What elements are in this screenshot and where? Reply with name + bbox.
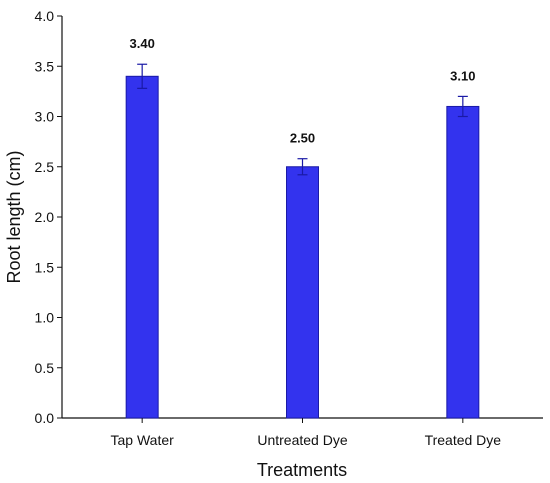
y-tick-label: 2.5	[35, 159, 55, 175]
y-tick-label: 2.0	[35, 209, 55, 225]
data-label: 3.40	[130, 36, 155, 51]
x-axis-title: Treatments	[257, 460, 347, 480]
y-ticks: 0.0 0.5 1.0 1.5 2.0 2.5 3.0 3.5 4.0	[35, 8, 62, 426]
y-tick-label: 1.0	[35, 310, 55, 326]
y-tick-label: 1.5	[35, 259, 55, 275]
x-tick-label: Untreated Dye	[257, 432, 347, 448]
x-ticks: Tap Water Untreated Dye Treated Dye	[111, 418, 502, 448]
y-tick-label: 3.5	[35, 58, 55, 74]
data-label: 2.50	[290, 131, 315, 146]
x-tick-label: Treated Dye	[425, 432, 502, 448]
bar	[446, 105, 480, 419]
x-tick-label: Tap Water	[111, 432, 175, 448]
bar	[125, 75, 159, 419]
plot-area: 0.0 0.5 1.0 1.5 2.0 2.5 3.0 3.5 4.0 3.40 2.50 3.10…	[35, 8, 543, 448]
data-label: 3.10	[450, 68, 475, 83]
bars: 3.40 2.50 3.10	[125, 36, 480, 419]
y-tick-label: 4.0	[35, 8, 55, 24]
y-tick-label: 0.0	[35, 410, 55, 426]
y-axis-title: Root length (cm)	[4, 150, 24, 283]
y-tick-label: 0.5	[35, 360, 55, 376]
y-tick-label: 3.0	[35, 109, 55, 125]
bar	[286, 166, 319, 419]
